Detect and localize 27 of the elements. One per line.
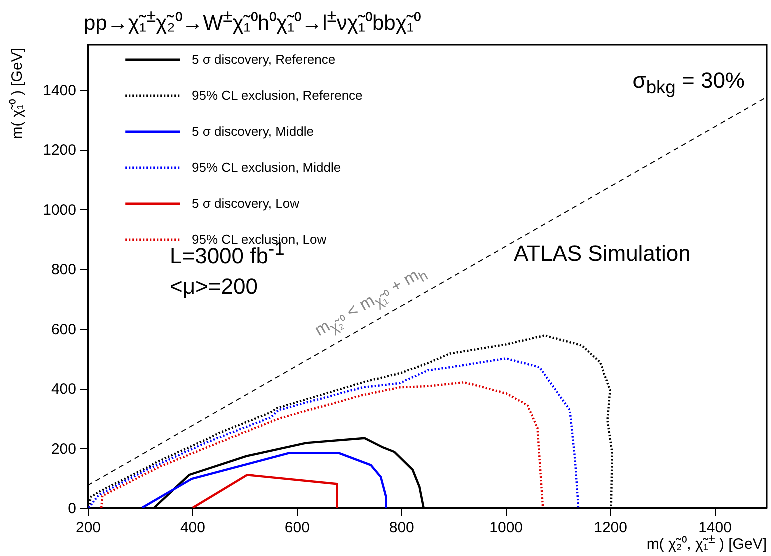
legend-label: 95% CL exclusion, Reference bbox=[192, 88, 363, 103]
y-tick-label: 600 bbox=[51, 321, 76, 338]
legend-label: 5 σ discovery, Middle bbox=[192, 124, 314, 139]
x-tick-label: 400 bbox=[180, 520, 206, 536]
y-tick-label: 800 bbox=[51, 262, 76, 279]
y-tick-label: 1000 bbox=[43, 202, 76, 219]
y-tick-label: 200 bbox=[51, 440, 76, 458]
y-tick-label: 400 bbox=[51, 381, 76, 398]
legend-label: 95% CL exclusion, Middle bbox=[192, 160, 342, 175]
line-series bbox=[88, 358, 580, 508]
legend-label: 5 σ discovery, Reference bbox=[192, 52, 336, 67]
x-tick-label: 1200 bbox=[594, 520, 628, 536]
annotation: ATLAS Simulation bbox=[514, 241, 691, 266]
y-tick-label: 1200 bbox=[43, 142, 76, 160]
legend-label: 5 σ discovery, Low bbox=[192, 196, 300, 211]
line-series bbox=[100, 381, 544, 508]
x-tick-label: 1000 bbox=[490, 520, 524, 536]
annotation: σ$_{bkg}$ = 30% bbox=[632, 68, 745, 98]
y-tick-label: 0 bbox=[68, 500, 76, 518]
annotation: <μ>=200 bbox=[170, 274, 258, 299]
line-series bbox=[141, 452, 388, 508]
x-tick-label: 200 bbox=[76, 520, 102, 536]
y-axis-title: m( χ̃₁⁰ ) [GeV] bbox=[9, 48, 26, 140]
x-tick-label: 800 bbox=[389, 520, 414, 536]
y-tick-label: 1400 bbox=[43, 82, 76, 100]
chart-title: pp→χ̃₁$^{±}$χ̃₂⁰→W$^{±}$χ̃₁⁰h⁰χ̃₁⁰→l$^{±}$νχ̃₁⁰bbχ̃₁⁰ bbox=[84, 6, 421, 35]
x-tick-label: 600 bbox=[284, 520, 310, 536]
